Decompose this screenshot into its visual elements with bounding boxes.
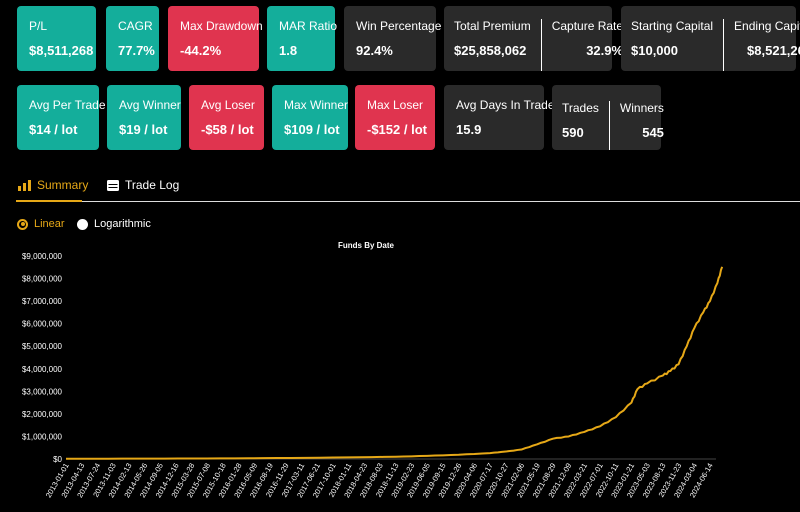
y-tick-label: $1,000,000 — [22, 432, 63, 441]
trades-value: 590 — [562, 125, 584, 140]
x-axis: 2013-01-012013-04-132013-07-242013-11-03… — [44, 462, 715, 500]
y-tick-label: $3,000,000 — [22, 387, 63, 396]
radio-unselected-icon — [77, 218, 88, 230]
ending-capital-value: $8,521,268 — [747, 43, 800, 58]
max-loser-value: -$152 / lot — [367, 122, 427, 137]
ending-capital-cell: Ending Capital $8,521,268 — [723, 19, 800, 71]
avg-loser-label: Avg Loser — [201, 98, 255, 112]
max-loser-card: Max Loser -$152 / lot — [355, 85, 435, 150]
funds-by-date-chart: Funds By Date $0 $1,000,000 $2,000,000 $3,0… — [22, 241, 724, 500]
max-winner-value: $109 / lot — [284, 122, 340, 137]
win-percentage-label: Win Percentage — [356, 19, 442, 33]
tab-trade-log-label: Trade Log — [125, 178, 180, 192]
total-premium-value: $25,858,062 — [454, 43, 527, 58]
y-tick-label: $4,000,000 — [22, 365, 63, 374]
avg-winner-value: $19 / lot — [119, 122, 168, 137]
y-tick-label: $6,000,000 — [22, 320, 63, 329]
starting-capital-cell: Starting Capital $10,000 — [621, 19, 723, 71]
mar-ratio-card: MAR Ratio 1.8 — [267, 6, 338, 71]
avg-per-trade-value: $14 / lot — [29, 122, 78, 137]
active-tab-indicator — [16, 200, 82, 202]
y-tick-label: $2,000,000 — [22, 410, 63, 419]
y-tick-label: $9,000,000 — [22, 252, 63, 261]
tab-trade-log[interactable]: Trade Log — [107, 178, 179, 192]
winners-cell: Winners 545 — [608, 101, 674, 150]
mar-ratio-label: MAR Ratio — [279, 19, 338, 33]
chart-title: Funds By Date — [338, 241, 395, 250]
max-drawdown-value: -44.2% — [180, 43, 222, 58]
radio-selected-icon — [17, 218, 28, 230]
trades-label: Trades — [562, 101, 599, 115]
max-drawdown-card: Max Drawdown -44.2% — [168, 6, 263, 71]
avg-loser-value: -$58 / lot — [201, 122, 254, 137]
avg-days-card: Avg Days In Trade 15.9 — [444, 85, 555, 150]
total-premium-cell: Total Premium $25,858,062 — [444, 19, 541, 71]
linear-radio[interactable]: Linear — [17, 218, 65, 230]
max-winner-label: Max Winner — [284, 98, 349, 112]
logarithmic-radio[interactable]: Logarithmic — [77, 218, 151, 230]
avg-days-value: 15.9 — [456, 122, 482, 137]
avg-per-trade-card: Avg Per Trade $14 / lot — [17, 85, 106, 150]
tabs-divider — [16, 201, 800, 202]
tab-summary-label: Summary — [37, 178, 89, 192]
winners-label: Winners — [619, 101, 664, 115]
pl-value: $8,511,268 — [29, 43, 94, 58]
tab-summary[interactable]: Summary — [18, 178, 88, 192]
y-tick-label: $8,000,000 — [22, 275, 63, 284]
chart-series — [65, 266, 724, 460]
pl-card: P/L $8,511,268 — [17, 6, 96, 71]
y-axis: $0 $1,000,000 $2,000,000 $3,000,000 $4,000,0… — [22, 252, 716, 464]
premium-card: Total Premium $25,858,062 Capture Rate 3… — [444, 6, 623, 71]
winners-value: 545 — [642, 125, 664, 140]
capital-card: Starting Capital $10,000 Ending Capital … — [621, 6, 800, 71]
mar-ratio-value: 1.8 — [279, 43, 298, 58]
max-loser-label: Max Loser — [367, 98, 424, 112]
ending-capital-label: Ending Capital — [734, 19, 800, 33]
table-icon — [107, 179, 119, 191]
linear-radio-label: Linear — [34, 218, 65, 230]
bar-chart-icon — [18, 179, 31, 191]
cagr-card: CAGR 77.7% — [106, 6, 159, 71]
trades-cell: Trades 590 — [552, 101, 609, 150]
avg-per-trade-label: Avg Per Trade — [29, 98, 106, 112]
avg-days-label: Avg Days In Trade — [456, 98, 555, 112]
starting-capital-label: Starting Capital — [631, 19, 714, 33]
win-percentage-value: 92.4% — [356, 43, 393, 58]
capture-rate-cell: Capture Rate 32.9% — [540, 19, 633, 71]
avg-loser-card: Avg Loser -$58 / lot — [189, 85, 264, 150]
capture-rate-label: Capture Rate — [551, 19, 624, 33]
max-drawdown-label: Max Drawdown — [180, 19, 263, 33]
y-tick-label: $0 — [53, 455, 62, 464]
avg-winner-card: Avg Winner $19 / lot — [107, 85, 181, 150]
total-premium-label: Total Premium — [454, 19, 531, 33]
win-percentage-card: Win Percentage 92.4% — [344, 6, 442, 71]
max-winner-card: Max Winner $109 / lot — [272, 85, 348, 150]
starting-capital-value: $10,000 — [631, 43, 678, 58]
trades-card: Trades 590 Winners 545 — [552, 85, 664, 150]
avg-winner-label: Avg Winner — [119, 98, 181, 112]
cagr-value: 77.7% — [118, 43, 155, 58]
cagr-label: CAGR — [118, 19, 153, 33]
pl-label: P/L — [29, 19, 48, 33]
y-tick-label: $5,000,000 — [22, 342, 63, 351]
capture-rate-value: 32.9% — [586, 43, 624, 58]
y-tick-label: $7,000,000 — [22, 297, 63, 306]
logarithmic-radio-label: Logarithmic — [94, 218, 151, 230]
funds-line — [65, 266, 724, 460]
